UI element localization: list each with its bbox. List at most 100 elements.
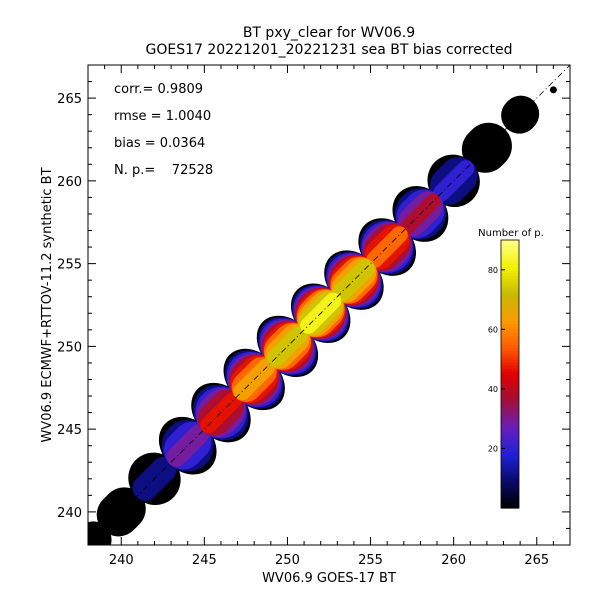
colorbar-step	[501, 472, 519, 476]
colorbar-step	[501, 487, 519, 491]
chart-subtitle: GOES17 20221201_20221231 sea BT bias cor…	[146, 42, 513, 58]
stat-line: rmse = 1.0040	[114, 109, 211, 124]
colorbar-step	[501, 499, 519, 503]
density-cloud	[88, 65, 570, 545]
x-tick-label: 250	[275, 553, 300, 568]
colorbar-step	[501, 493, 519, 497]
colorbar-tick-label: 20	[488, 444, 498, 453]
colorbar-step	[501, 281, 519, 286]
colorbar: Number of p. 20 40 60 80	[478, 228, 544, 509]
y-tick-label: 265	[57, 92, 82, 107]
colorbar-step	[501, 356, 519, 360]
one-to-one-line	[88, 65, 570, 545]
colorbar-step	[501, 424, 519, 429]
colorbar-step	[501, 353, 519, 357]
x-axis-label: WV06.9 GOES-17 BT	[262, 571, 396, 586]
colorbar-step	[501, 445, 519, 450]
colorbar-step	[501, 323, 519, 327]
colorbar-step	[501, 454, 519, 458]
y-tick-label: 240	[57, 506, 82, 521]
colorbar-step	[501, 427, 519, 432]
colorbar-step	[501, 379, 519, 384]
chart-title: BT pxy_clear for WV06.9	[243, 25, 415, 41]
colorbar-step	[501, 388, 519, 393]
colorbar-step	[501, 505, 519, 509]
colorbar-step	[501, 332, 519, 336]
x-tick-label: 260	[441, 553, 466, 568]
colorbar-title: Number of p.	[478, 228, 544, 239]
colorbar-step	[501, 278, 519, 283]
colorbar-step	[501, 496, 519, 500]
y-tick-label: 250	[57, 340, 82, 355]
colorbar-step	[501, 263, 519, 268]
colorbar-frame	[500, 239, 520, 509]
colorbar-tick-label: 80	[488, 266, 498, 275]
colorbar-step	[501, 272, 519, 277]
colorbar-step	[501, 448, 519, 453]
colorbar-step	[501, 412, 519, 417]
colorbar-step	[501, 409, 519, 414]
colorbar-step	[501, 269, 519, 274]
colorbar-step	[501, 326, 519, 330]
colorbar-step	[501, 415, 519, 420]
colorbar-step	[501, 293, 519, 298]
colorbar-step	[501, 305, 519, 310]
colorbar-step	[501, 368, 519, 372]
colorbar-step	[501, 481, 519, 485]
colorbar-step	[501, 296, 519, 301]
colorbar-tick-label: 40	[488, 385, 498, 394]
colorbar-step	[501, 260, 519, 265]
colorbar-step	[501, 374, 519, 378]
colorbar-step	[501, 299, 519, 304]
x-axis: 240 245 250 255 260 265	[87, 65, 571, 568]
density-cell	[166, 424, 209, 467]
colorbar-step	[501, 287, 519, 292]
x-tick-label: 240	[109, 553, 134, 568]
colorbar-step	[501, 257, 519, 262]
outlier-point	[549, 86, 557, 94]
density-cell	[266, 325, 309, 368]
colorbar-step	[501, 403, 519, 408]
colorbar-step	[501, 371, 519, 375]
colorbar-step	[501, 338, 519, 342]
colorbar-step	[501, 290, 519, 295]
x-tick-label: 255	[358, 553, 383, 568]
colorbar-step	[501, 329, 519, 333]
colorbar-step	[501, 433, 519, 438]
colorbar-step	[501, 418, 519, 423]
colorbar-step	[501, 365, 519, 369]
colorbar-step	[501, 254, 519, 259]
x-tick-label: 245	[192, 553, 217, 568]
colorbar-step	[501, 430, 519, 435]
colorbar-step	[501, 347, 519, 351]
plot-frame	[87, 64, 571, 546]
colorbar-step	[501, 400, 519, 405]
colorbar-step	[501, 451, 519, 455]
colorbar-step	[501, 478, 519, 482]
x-tick-label: 265	[524, 553, 549, 568]
colorbar-step	[501, 484, 519, 488]
colorbar-step	[501, 317, 519, 321]
colorbar-step	[501, 436, 519, 441]
colorbar-step	[501, 469, 519, 473]
y-tick-label: 245	[57, 423, 82, 438]
colorbar-step	[501, 382, 519, 387]
colorbar-step	[501, 457, 519, 461]
colorbar-step	[501, 439, 519, 444]
colorbar-step	[501, 335, 519, 339]
y-axis-label: WV06.9 ECMWF+RTTOV-11.2 synthetic BT	[40, 167, 55, 442]
colorbar-step	[501, 311, 519, 316]
colorbar-tick-label: 60	[488, 325, 498, 334]
colorbar-step	[501, 344, 519, 348]
colorbar-step	[501, 350, 519, 354]
colorbar-step	[501, 475, 519, 479]
colorbar-step	[501, 240, 519, 244]
colorbar-step	[501, 460, 519, 464]
colorbar-step	[501, 284, 519, 289]
colorbar-step	[501, 275, 519, 280]
colorbar-step	[501, 362, 519, 366]
colorbar-step	[501, 308, 519, 313]
colorbar-step	[501, 314, 519, 319]
density-cell	[501, 95, 540, 134]
